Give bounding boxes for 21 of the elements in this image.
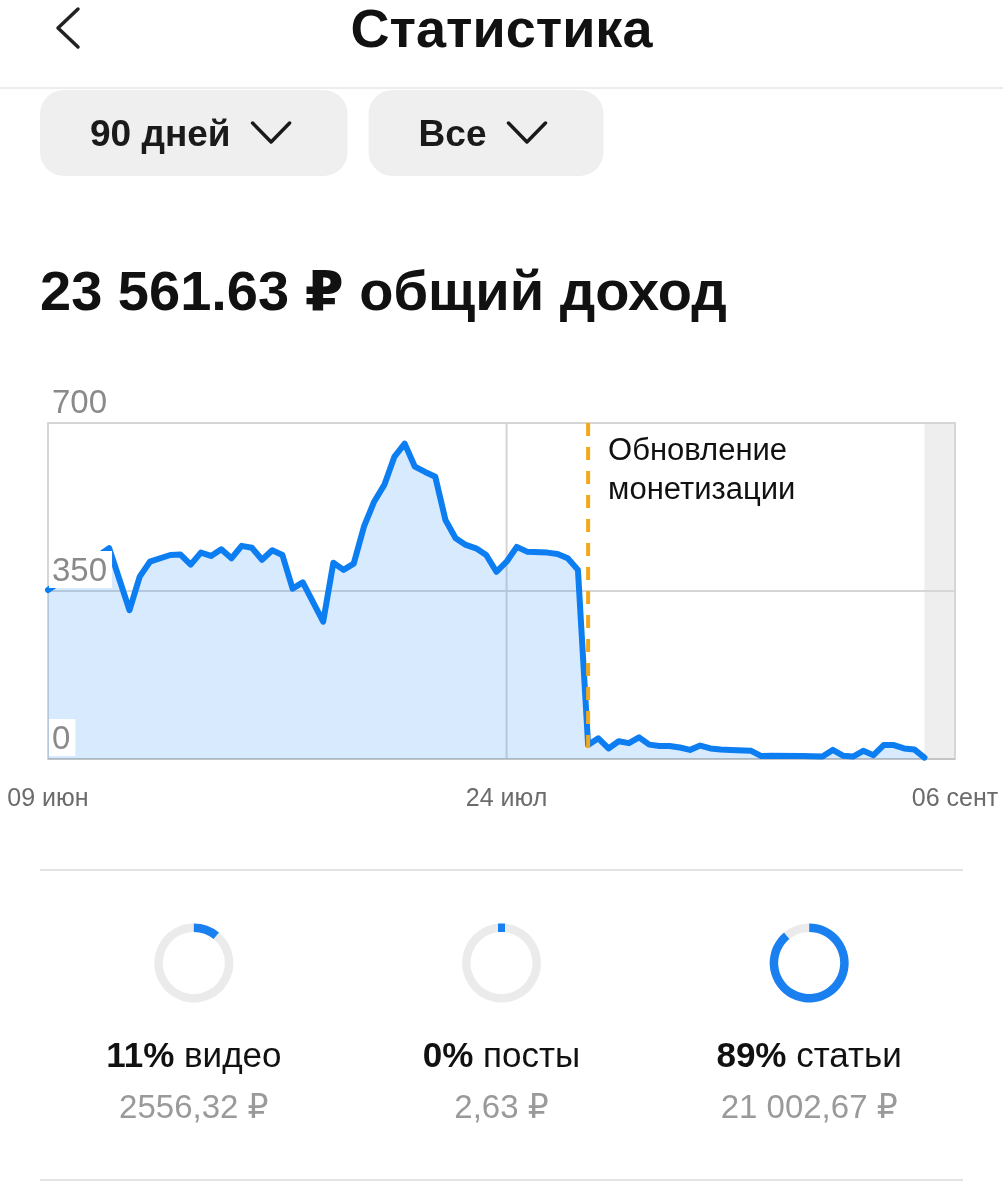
x-tick-label: 09 июн [7, 783, 89, 811]
text: 2556,32 ₽ [119, 1088, 269, 1125]
ref-line-label: Обновление монетизации [608, 432, 796, 506]
text: 11% видео [106, 1035, 282, 1074]
y-tick-label: 0 [52, 719, 71, 756]
donut-slice [193, 923, 220, 940]
y-tick-label: 700 [52, 383, 108, 420]
donut-slice [154, 923, 234, 1003]
chart-title: 23 561.63 ₽ общий доход [40, 259, 727, 322]
text: 0% посты [422, 1035, 581, 1074]
x-tick-label: 24 июл [465, 783, 548, 811]
donut-slice [783, 923, 810, 940]
text: Статистика [350, 0, 654, 58]
text: Все [418, 113, 487, 154]
text: 90 дней [90, 113, 231, 154]
text: 21 002,67 ₽ [720, 1088, 898, 1125]
x-tick-label: 06 сент [911, 783, 999, 811]
text: 89% статьи [716, 1035, 902, 1074]
donut-slice [769, 923, 849, 1003]
y-tick-label: 350 [52, 551, 108, 588]
text: 2,63 ₽ [454, 1088, 549, 1125]
